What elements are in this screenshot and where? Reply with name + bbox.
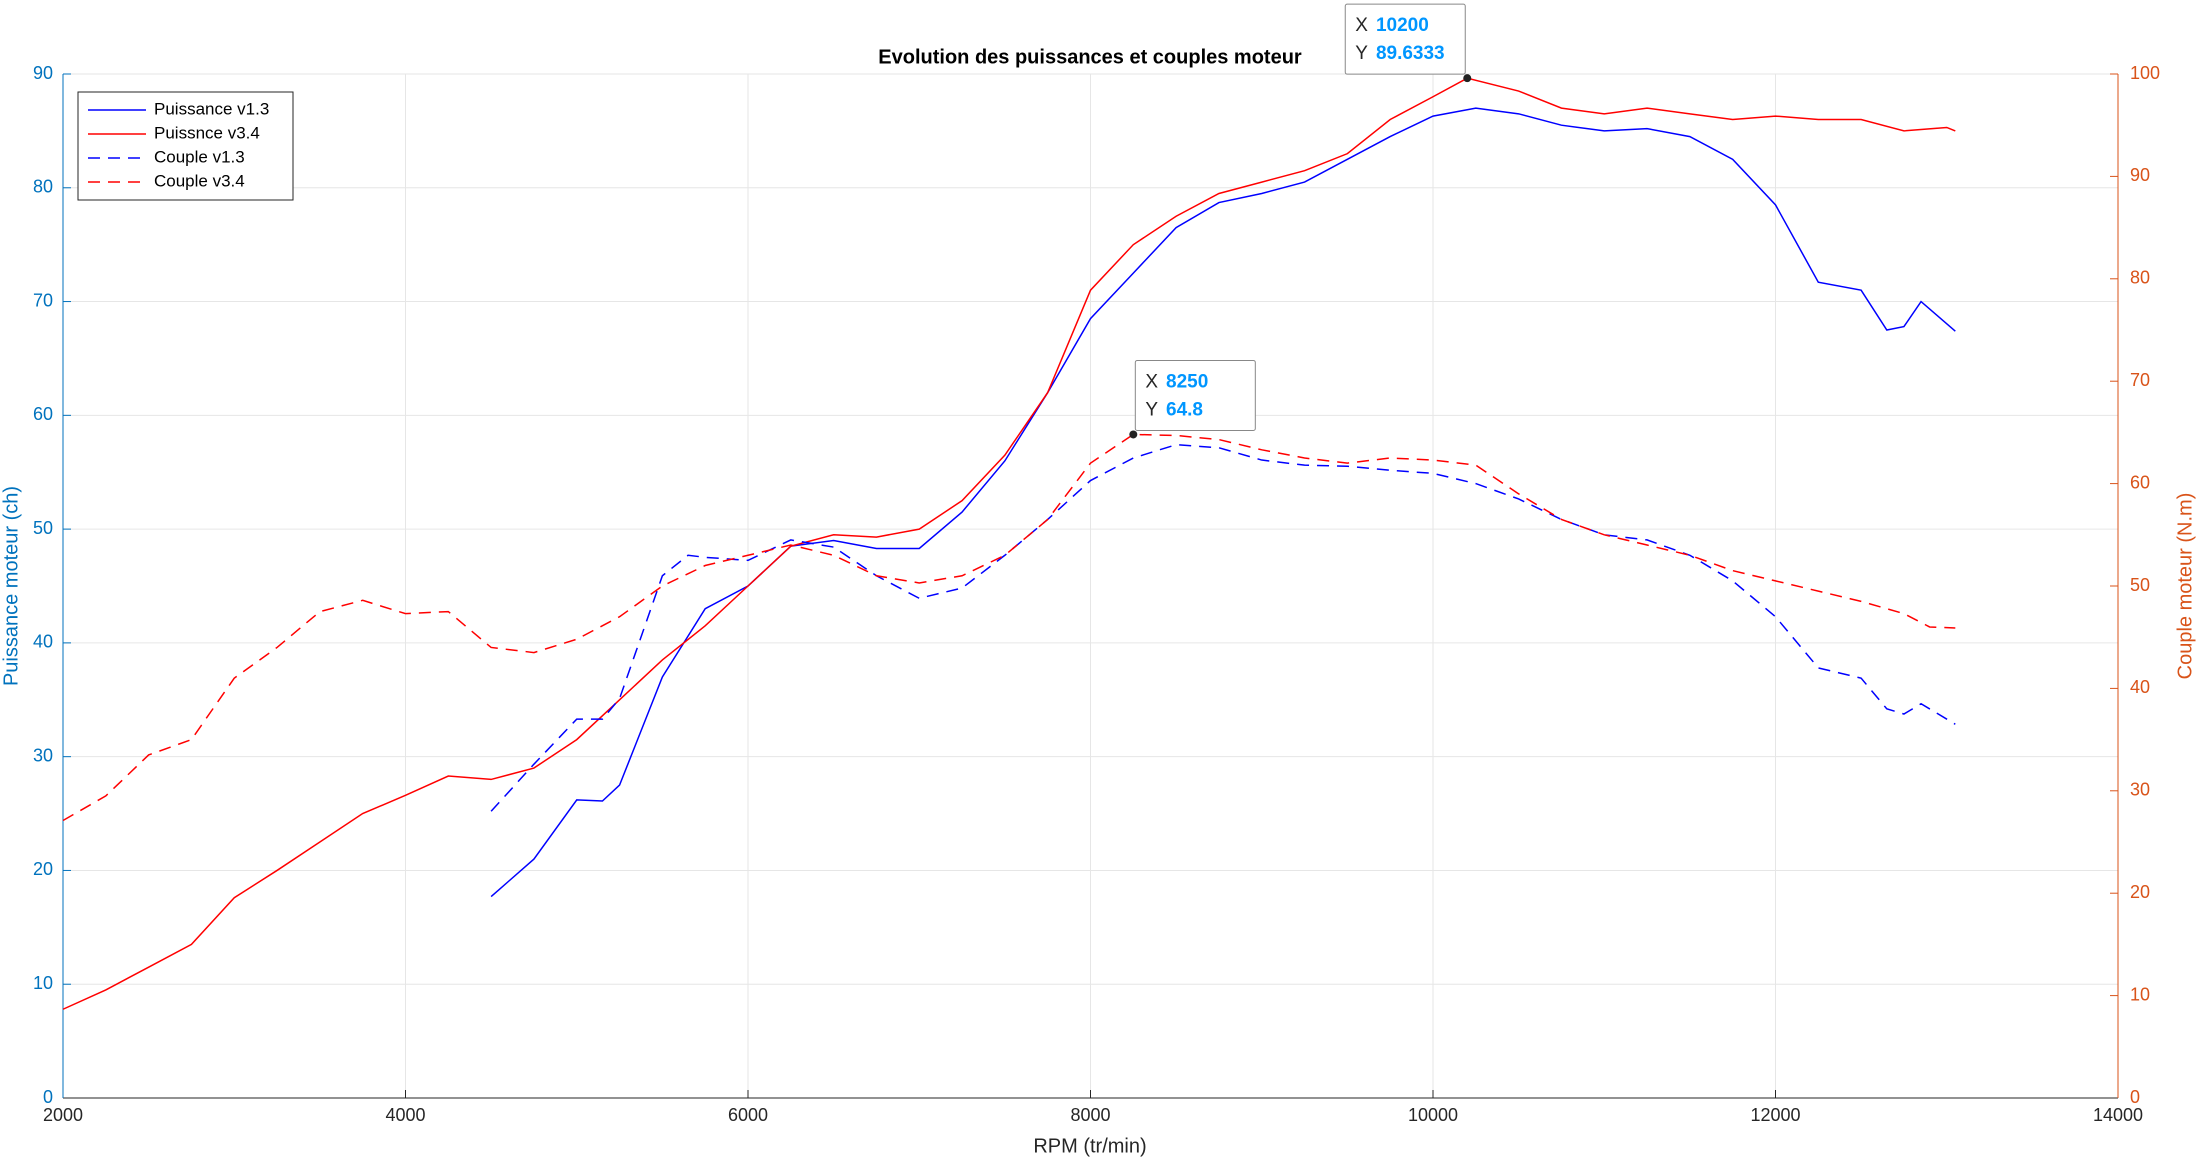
y-tick-label: 0 [43,1087,53,1107]
y-tick-label: 60 [33,404,53,424]
x-tick-label: 6000 [728,1105,768,1125]
y2-tick-label: 40 [2130,677,2150,697]
y2-tick-label: 90 [2130,165,2150,185]
y-tick-label: 50 [33,518,53,538]
y-tick-label: 20 [33,859,53,879]
datatip-text: Y 89.6333 [1355,43,1444,64]
x-tick-label: 8000 [1070,1105,1110,1125]
y-tick-label: 90 [33,63,53,83]
datatip-value: 8250 [1166,371,1208,392]
x-axis-label: RPM (tr/min) [1033,1135,1146,1157]
datatip-text: Y 64.8 [1145,399,1203,420]
series-line [62,433,1956,822]
x-tick-label: 4000 [385,1105,425,1125]
datatip-value: 89.6333 [1376,43,1445,64]
y-axis-label: Puissance moteur (ch) [0,486,22,686]
y2-tick-label: 30 [2130,780,2150,800]
y2-tick-label: 50 [2130,575,2150,595]
y-tick-label: 30 [33,745,53,765]
y2-tick-label: 70 [2130,370,2150,390]
x-tick-label: 2000 [43,1105,83,1125]
chart-title: Evolution des puissances et couples mote… [878,46,1302,68]
y2-tick-label: 100 [2130,63,2160,83]
y2-tick-label: 0 [2130,1087,2140,1107]
datatip-box [1344,3,1466,75]
y2-tick-label: 10 [2130,984,2150,1004]
y2-tick-label: 20 [2130,882,2150,902]
datatip-value: 10200 [1376,15,1429,36]
x-tick-label: 12000 [1750,1105,1800,1125]
datatip-text: X 8250 [1145,371,1208,392]
y-tick-label: 80 [33,177,53,197]
x-tick-label: 14000 [2093,1105,2143,1125]
y2-tick-label: 80 [2130,268,2150,288]
legend-label: Puissnce v3.4 [154,123,260,142]
legend-label: Couple v1.3 [154,147,245,166]
datatip-value: 64.8 [1166,399,1203,420]
y-tick-label: 70 [33,290,53,310]
datatip-label: Y [1145,399,1158,420]
datatip-label: X [1355,15,1368,36]
datatip-point [1129,430,1138,439]
legend-label: Couple v3.4 [154,171,245,190]
y2-tick-label: 60 [2130,472,2150,492]
legend-label: Puissance v1.3 [154,99,269,118]
series-line [490,107,1956,898]
y2-axis-label: Couple moteur (N.m) [2174,493,2196,680]
datatip-box [1134,359,1256,431]
datatip-label: X [1145,371,1158,392]
series-line [490,443,1956,812]
datatip-label: Y [1355,43,1368,64]
y-tick-label: 40 [33,632,53,652]
series-line [62,77,1956,1010]
x-tick-label: 10000 [1408,1105,1458,1125]
y-tick-label: 10 [33,973,53,993]
datatip-text: X 10200 [1355,15,1429,36]
datatip-point [1463,74,1472,83]
